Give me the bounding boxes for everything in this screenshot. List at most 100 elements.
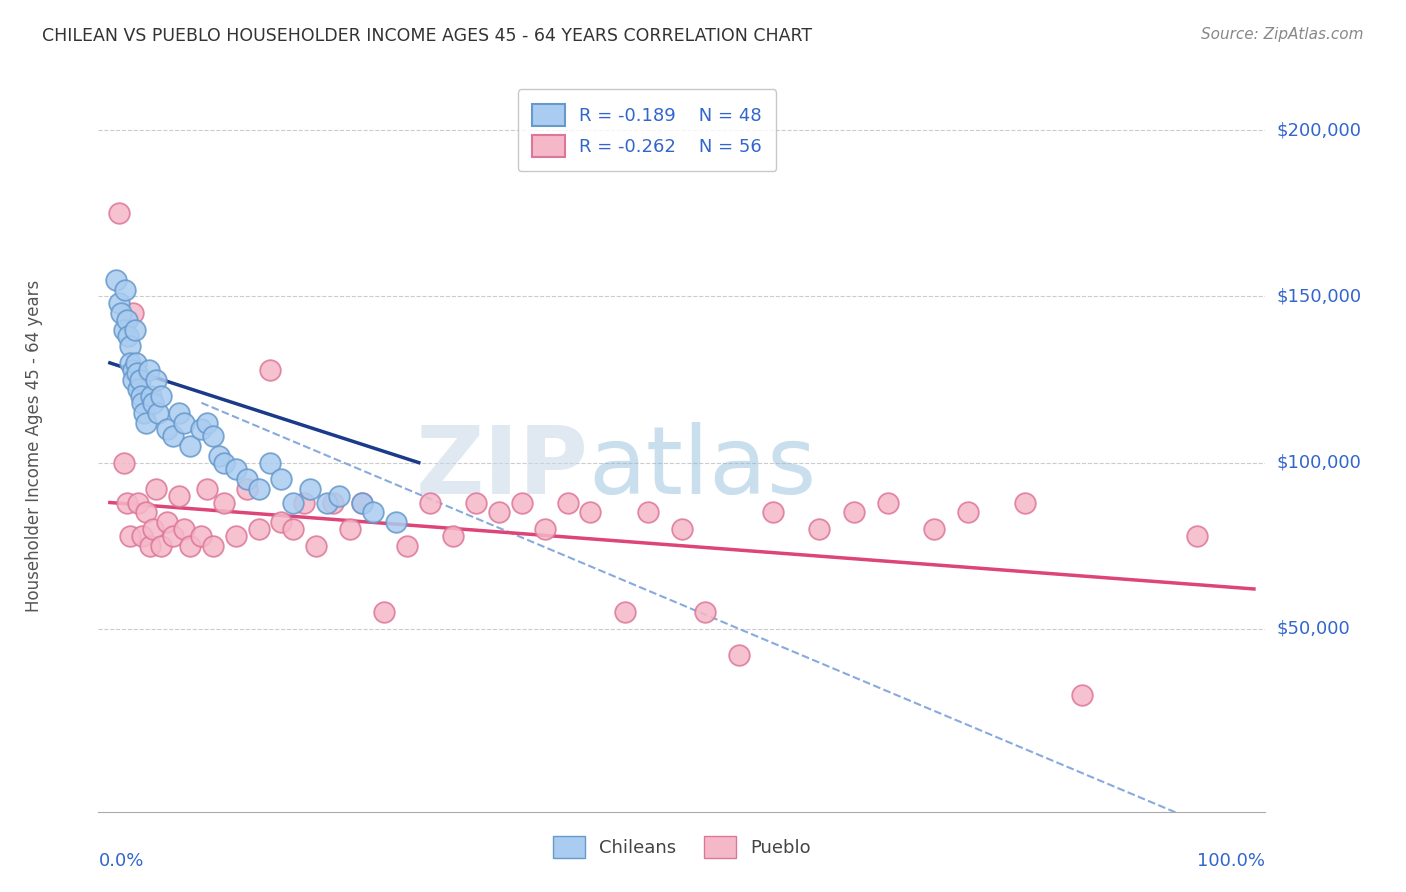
Point <box>120 356 142 370</box>
Point <box>876 495 898 509</box>
Point <box>214 495 236 509</box>
Point <box>488 506 510 520</box>
Point <box>247 522 270 536</box>
Text: 100.0%: 100.0% <box>1198 852 1265 870</box>
Point <box>127 366 149 380</box>
Point <box>361 506 384 520</box>
Point <box>637 506 659 520</box>
Point <box>142 396 165 410</box>
Point <box>127 383 149 397</box>
Text: ZIP: ZIP <box>416 422 589 514</box>
Point <box>121 306 143 320</box>
Point <box>195 416 218 430</box>
Point <box>108 206 131 220</box>
Point <box>195 482 218 496</box>
Point <box>201 539 224 553</box>
Point <box>956 506 979 520</box>
Point <box>236 482 259 496</box>
Point <box>419 495 441 509</box>
Point <box>127 495 149 509</box>
Text: CHILEAN VS PUEBLO HOUSEHOLDER INCOME AGES 45 - 64 YEARS CORRELATION CHART: CHILEAN VS PUEBLO HOUSEHOLDER INCOME AGE… <box>42 27 813 45</box>
Text: $100,000: $100,000 <box>1277 454 1361 472</box>
Point <box>465 495 488 509</box>
Point <box>145 372 167 386</box>
Point <box>179 539 201 553</box>
Point <box>281 522 304 536</box>
Text: $150,000: $150,000 <box>1277 287 1361 305</box>
Point <box>762 506 785 520</box>
Text: Householder Income Ages 45 - 64 years: Householder Income Ages 45 - 64 years <box>25 280 44 612</box>
Point <box>270 516 292 530</box>
Point <box>115 495 138 509</box>
Point <box>131 396 153 410</box>
Legend: Chileans, Pueblo: Chileans, Pueblo <box>546 829 818 865</box>
Point <box>259 362 281 376</box>
Point <box>112 323 135 337</box>
Point <box>135 506 157 520</box>
Point <box>373 605 395 619</box>
Point <box>162 529 184 543</box>
Point <box>179 439 201 453</box>
Point <box>150 539 173 553</box>
Point <box>671 522 693 536</box>
Point <box>114 283 136 297</box>
Point <box>121 362 143 376</box>
Point <box>120 529 142 543</box>
Text: Source: ZipAtlas.com: Source: ZipAtlas.com <box>1201 27 1364 42</box>
Point <box>1014 495 1036 509</box>
Text: $200,000: $200,000 <box>1277 121 1361 139</box>
Point <box>134 406 156 420</box>
Point <box>138 362 160 376</box>
Point <box>808 522 831 536</box>
Point <box>1071 689 1094 703</box>
Point <box>350 495 373 509</box>
Point <box>129 389 152 403</box>
Point <box>120 339 142 353</box>
Point <box>247 482 270 496</box>
Point <box>557 495 579 509</box>
Point <box>292 495 315 509</box>
Point <box>922 522 945 536</box>
Point <box>579 506 602 520</box>
Point <box>236 472 259 486</box>
Point <box>207 449 229 463</box>
Point <box>131 529 153 543</box>
Point <box>396 539 419 553</box>
Point <box>693 605 716 619</box>
Point <box>842 506 865 520</box>
Point <box>322 495 344 509</box>
Point <box>270 472 292 486</box>
Point <box>125 356 148 370</box>
Point <box>316 495 339 509</box>
Point <box>110 306 132 320</box>
Point <box>613 605 636 619</box>
Point <box>339 522 361 536</box>
Point <box>108 296 131 310</box>
Point <box>104 273 127 287</box>
Point <box>259 456 281 470</box>
Point <box>135 416 157 430</box>
Point <box>173 522 195 536</box>
Point <box>124 323 146 337</box>
Point <box>441 529 464 543</box>
Point <box>201 429 224 443</box>
Point <box>150 389 173 403</box>
Text: $50,000: $50,000 <box>1277 620 1350 638</box>
Point <box>510 495 533 509</box>
Point <box>328 489 350 503</box>
Point <box>128 372 150 386</box>
Point <box>121 372 143 386</box>
Point <box>728 648 751 663</box>
Point <box>156 516 179 530</box>
Point <box>225 462 247 476</box>
Point <box>142 522 165 536</box>
Point <box>190 422 212 436</box>
Point <box>167 489 190 503</box>
Point <box>305 539 328 553</box>
Point <box>112 456 135 470</box>
Point <box>167 406 190 420</box>
Point <box>1185 529 1208 543</box>
Point <box>533 522 555 536</box>
Point <box>299 482 322 496</box>
Point <box>115 312 138 326</box>
